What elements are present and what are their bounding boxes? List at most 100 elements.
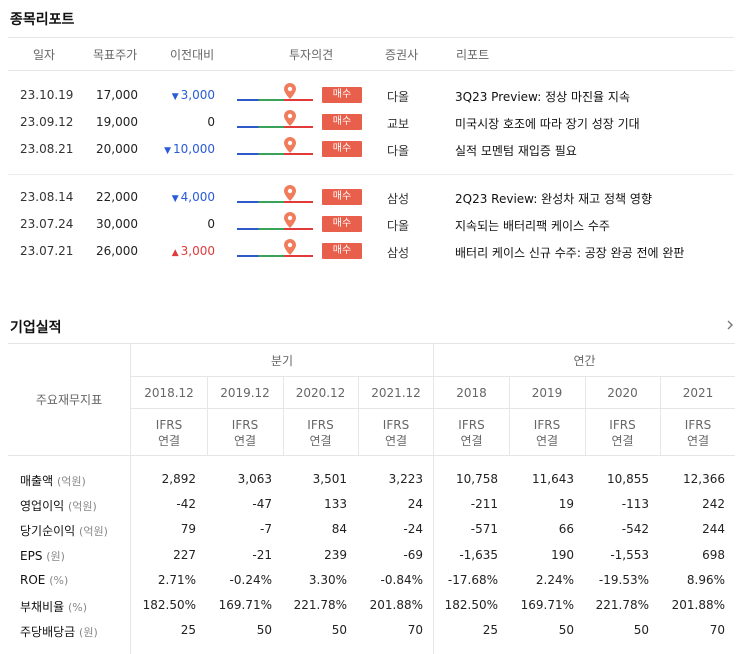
header-broker: 증권사 [385, 48, 419, 62]
financial-value: -1,553 [610, 548, 649, 562]
target-price: 30,000 [96, 217, 138, 231]
consolidation-basis-label: 연결 [686, 434, 710, 448]
consolidation-basis-label: 연결 [384, 434, 408, 448]
financial-value: 50 [256, 623, 272, 637]
opinion-badge: 매수 [322, 243, 362, 259]
period-header: 2019.12 [220, 386, 270, 400]
financial-value: 25 [482, 623, 498, 637]
consolidation-basis-label: 연결 [309, 434, 332, 448]
financial-value: 70 [709, 623, 725, 637]
location-pin-icon [284, 137, 296, 153]
financial-value: 3,501 [312, 472, 347, 486]
location-pin-icon [284, 185, 296, 201]
opinion-gauge [237, 185, 313, 205]
financial-value: 11,643 [532, 472, 574, 486]
opinion-badge: 매수 [322, 216, 362, 232]
earnings-section-title: 기업실적 [10, 320, 62, 336]
opinion-gauge [237, 110, 313, 130]
financial-value: -19.53% [598, 573, 649, 587]
period-column-divider [585, 377, 586, 455]
report-row[interactable]: 23.08.14 22,000 ▼ 4,000 매수 삼성 2Q23 Review: 완성차… [0, 185, 742, 209]
target-price: 20,000 [96, 142, 138, 156]
accounting-standard-label: IFRS [307, 418, 334, 432]
financial-value: 698 [702, 548, 725, 562]
financial-metric-label: 부채비율 (%) [20, 598, 87, 615]
accounting-standard-label: IFRS [684, 418, 712, 432]
down-arrow-icon: ▼ [171, 92, 179, 102]
report-title-link[interactable]: 2Q23 Review: 완성차 재고 정책 영향 [455, 192, 652, 206]
chevron-right-icon[interactable] [723, 318, 737, 332]
quarter-annual-divider [433, 343, 434, 654]
financial-value: -211 [470, 497, 498, 511]
report-date: 23.08.21 [20, 142, 74, 156]
metric-name: 영업이익 [20, 499, 65, 513]
report-row[interactable]: 23.08.21 20,000 ▼ 10,000 매수 다올 실적 모멘텀 재입증 필요 [0, 137, 742, 161]
financial-value: 169.71% [520, 598, 574, 612]
gauge-bar [237, 255, 313, 257]
report-title-link[interactable]: 실적 모멘텀 재입증 필요 [455, 144, 577, 158]
consolidation-basis-label: 연결 [157, 434, 181, 448]
financial-value: 50 [331, 623, 347, 637]
target-price: 22,000 [96, 190, 138, 204]
broker-name: 다올 [387, 90, 410, 104]
label-column-divider [130, 343, 131, 654]
financial-value: 10,855 [607, 472, 649, 486]
period-column-divider [509, 377, 510, 455]
report-row[interactable]: 23.07.24 30,000 0 매수 다올 지속되는 배터리팩 케이스 수주 [0, 212, 742, 236]
financial-value: 70 [407, 623, 423, 637]
financial-value: 3,063 [237, 472, 272, 486]
report-row[interactable]: 23.10.19 17,000 ▼ 3,000 매수 다올 3Q23 Preview: 정상… [0, 83, 742, 107]
annual-group-header: 연간 [573, 354, 596, 368]
table-header-bottom-rule [8, 455, 735, 456]
opinion-badge: 매수 [322, 189, 362, 205]
broker-name: 교보 [387, 117, 410, 131]
period-column-divider [283, 377, 284, 455]
report-group-divider [8, 174, 734, 175]
financial-metric-header: 주요재무지표 [35, 393, 103, 407]
consolidation-basis-label: 연결 [611, 434, 634, 448]
broker-name: 삼성 [387, 192, 410, 206]
metric-unit: (%) [68, 601, 88, 614]
opinion-badge: 매수 [322, 87, 362, 103]
opinion-gauge [237, 212, 313, 232]
report-title-link[interactable]: 지속되는 배터리팩 케이스 수주 [455, 219, 610, 233]
period-header: 2020.12 [295, 386, 346, 400]
financial-value: 24 [407, 497, 423, 511]
period-header: 2021 [682, 386, 714, 400]
metric-name: ROE [20, 573, 46, 587]
price-change: ▼ 10,000 [160, 142, 215, 156]
financial-metric-label: ROE (%) [20, 573, 68, 587]
report-row[interactable]: 23.07.21 26,000 ▲ 3,000 매수 삼성 배터리 케이스 신규 수주: 공… [0, 239, 742, 263]
metric-unit: (원) [46, 550, 65, 563]
report-title-link[interactable]: 3Q23 Preview: 정상 마진율 지속 [455, 90, 630, 104]
report-title-link[interactable]: 배터리 케이스 신규 수주: 공장 완공 전에 완판 [455, 246, 685, 260]
metric-name: 부채비율 [20, 600, 65, 614]
metric-name: 매출액 [20, 474, 54, 488]
report-date: 23.10.19 [20, 88, 74, 102]
report-row[interactable]: 23.09.12 19,000 0 매수 교보 미국시장 호조에 따라 장기 성장 기대 [0, 110, 742, 134]
financial-value: 201.88% [369, 598, 423, 612]
period-header: 2021.12 [371, 386, 421, 400]
report-date: 23.09.12 [20, 115, 74, 129]
price-change-value: 0 [207, 115, 215, 129]
opinion-gauge [237, 83, 313, 103]
metric-unit: (억원) [68, 500, 97, 513]
accounting-standard-label: IFRS [609, 418, 636, 432]
accounting-standard-label: IFRS [533, 418, 561, 432]
header-target-price: 목표주가 [93, 48, 138, 62]
report-section-title: 종목리포트 [10, 12, 75, 28]
broker-name: 다올 [387, 219, 410, 233]
accounting-standard-label: IFRS [382, 418, 410, 432]
financial-value: 239 [324, 548, 347, 562]
financial-value: 84 [331, 522, 347, 536]
financial-value: 8.96% [686, 573, 725, 587]
target-price: 19,000 [96, 115, 138, 129]
financial-value: 2.24% [535, 573, 574, 587]
period-header: 2018 [456, 386, 487, 400]
down-arrow-icon: ▼ [164, 146, 171, 156]
header-opinion: 투자의견 [289, 48, 334, 62]
period-column-divider [207, 377, 208, 455]
price-change: ▼ 4,000 [160, 190, 215, 204]
report-title-link[interactable]: 미국시장 호조에 따라 장기 성장 기대 [455, 117, 640, 131]
report-header-bottom-rule [8, 70, 734, 71]
